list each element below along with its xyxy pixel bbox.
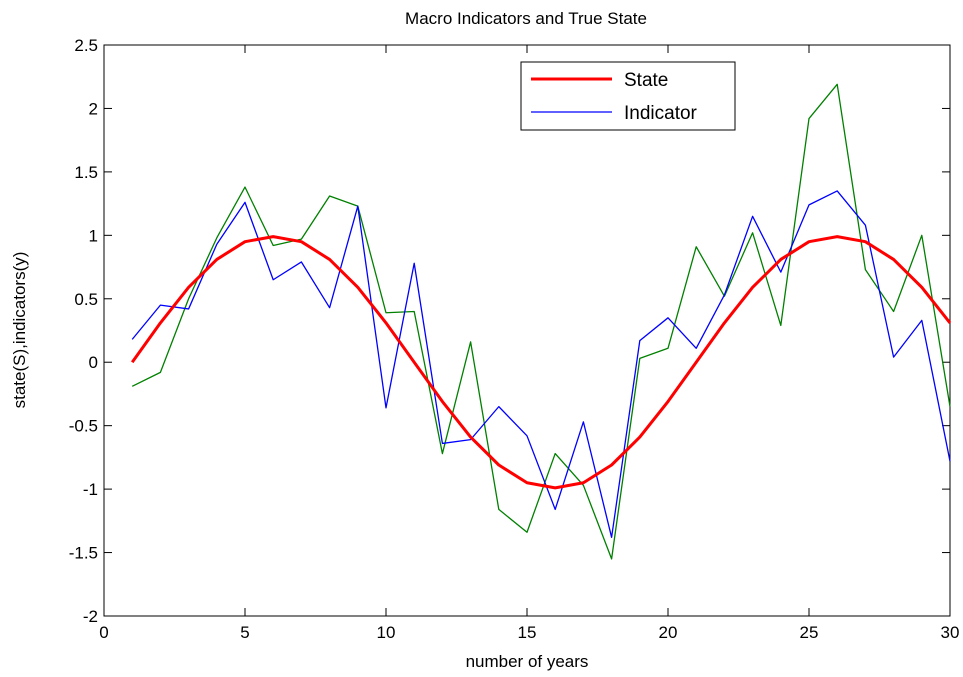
series-3-line	[131, 83, 951, 560]
legend-box	[520, 61, 736, 131]
x-tick-label: 10	[377, 623, 396, 642]
chart-title: Macro Indicators and True State	[405, 9, 647, 28]
y-tick-label: 1	[89, 226, 98, 245]
y-tick-label: 2.5	[74, 36, 98, 55]
x-tick-label: 20	[659, 623, 678, 642]
y-tick-label: 2	[89, 99, 98, 118]
legend: State Indicator	[520, 61, 736, 131]
y-tick-label: 0	[89, 353, 98, 372]
y-tick-label: -1	[83, 480, 98, 499]
legend-label-state: State	[624, 70, 668, 91]
indicator-line	[131, 190, 951, 538]
legend-label-indicator: Indicator	[624, 103, 698, 124]
y-tick-label: -1.5	[69, 544, 98, 563]
x-tick-label: 5	[240, 623, 249, 642]
y-tick-label: -2	[83, 607, 98, 626]
y-axis-title: state(S),indicators(y)	[10, 252, 29, 409]
x-tick-label: 30	[941, 623, 960, 642]
y-tick-label: -0.5	[69, 417, 98, 436]
plot-area	[103, 44, 951, 617]
x-tick-label: 15	[518, 623, 537, 642]
state-line	[130, 235, 952, 490]
axes: 0 5 10 15 20 25 30 -2 -1.5 -1 -0.5 0 0.5 1 1.5 2 2.5	[69, 36, 960, 642]
x-axis-title: number of years	[466, 652, 589, 671]
x-tick-label: 25	[800, 623, 819, 642]
y-tick-label: 1.5	[74, 163, 98, 182]
series-lines	[130, 83, 952, 560]
y-tick-label: 0.5	[74, 290, 98, 309]
x-tick-label: 0	[99, 623, 108, 642]
